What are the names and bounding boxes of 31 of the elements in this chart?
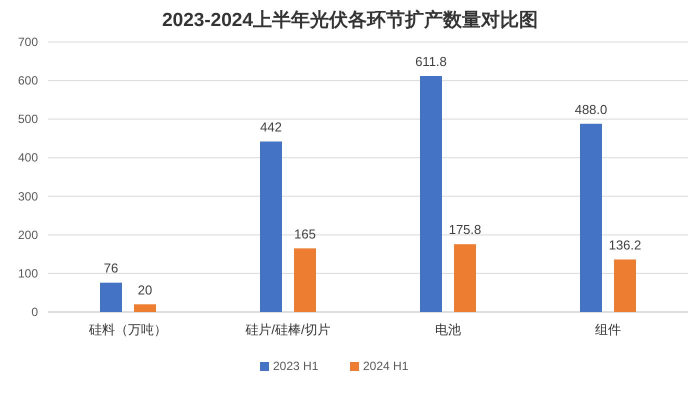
data-label: 76	[104, 260, 118, 276]
y-tick-label: 0	[31, 305, 38, 319]
data-label: 488.0	[574, 102, 608, 117]
bar	[100, 282, 122, 312]
x-tick-label: 电池	[435, 322, 461, 337]
bar	[580, 124, 602, 312]
legend-label: 2023 H1	[273, 359, 319, 373]
y-tick-label: 200	[18, 228, 38, 242]
data-label: 611.8	[415, 54, 447, 70]
y-tick-label: 500	[18, 112, 38, 126]
x-tick-label: 组件	[595, 322, 621, 337]
legend-label: 2024 H1	[363, 359, 409, 373]
bar	[134, 304, 156, 312]
bar	[260, 142, 282, 312]
y-tick-label: 300	[18, 189, 38, 204]
bar	[454, 244, 476, 312]
y-tick-label: 700	[18, 35, 38, 49]
y-tick-label: 600	[18, 74, 38, 88]
y-tick-label: 400	[18, 150, 38, 165]
data-label: 136.2	[608, 237, 642, 252]
x-tick-label: 硅片/硅棒/切片	[244, 322, 331, 337]
data-label: 175.8	[448, 222, 482, 238]
bar	[420, 76, 442, 312]
bar	[614, 259, 636, 312]
x-tick-label: 硅料（万吨）	[88, 322, 167, 337]
data-label: 442	[260, 120, 282, 135]
chart-title: 2023-2024上半年光伏各环节扩产数量对比图	[162, 9, 538, 31]
bar	[294, 248, 316, 312]
y-tick-label: 100	[18, 266, 38, 280]
data-label: 20	[138, 282, 152, 298]
data-label: 165	[294, 226, 316, 242]
